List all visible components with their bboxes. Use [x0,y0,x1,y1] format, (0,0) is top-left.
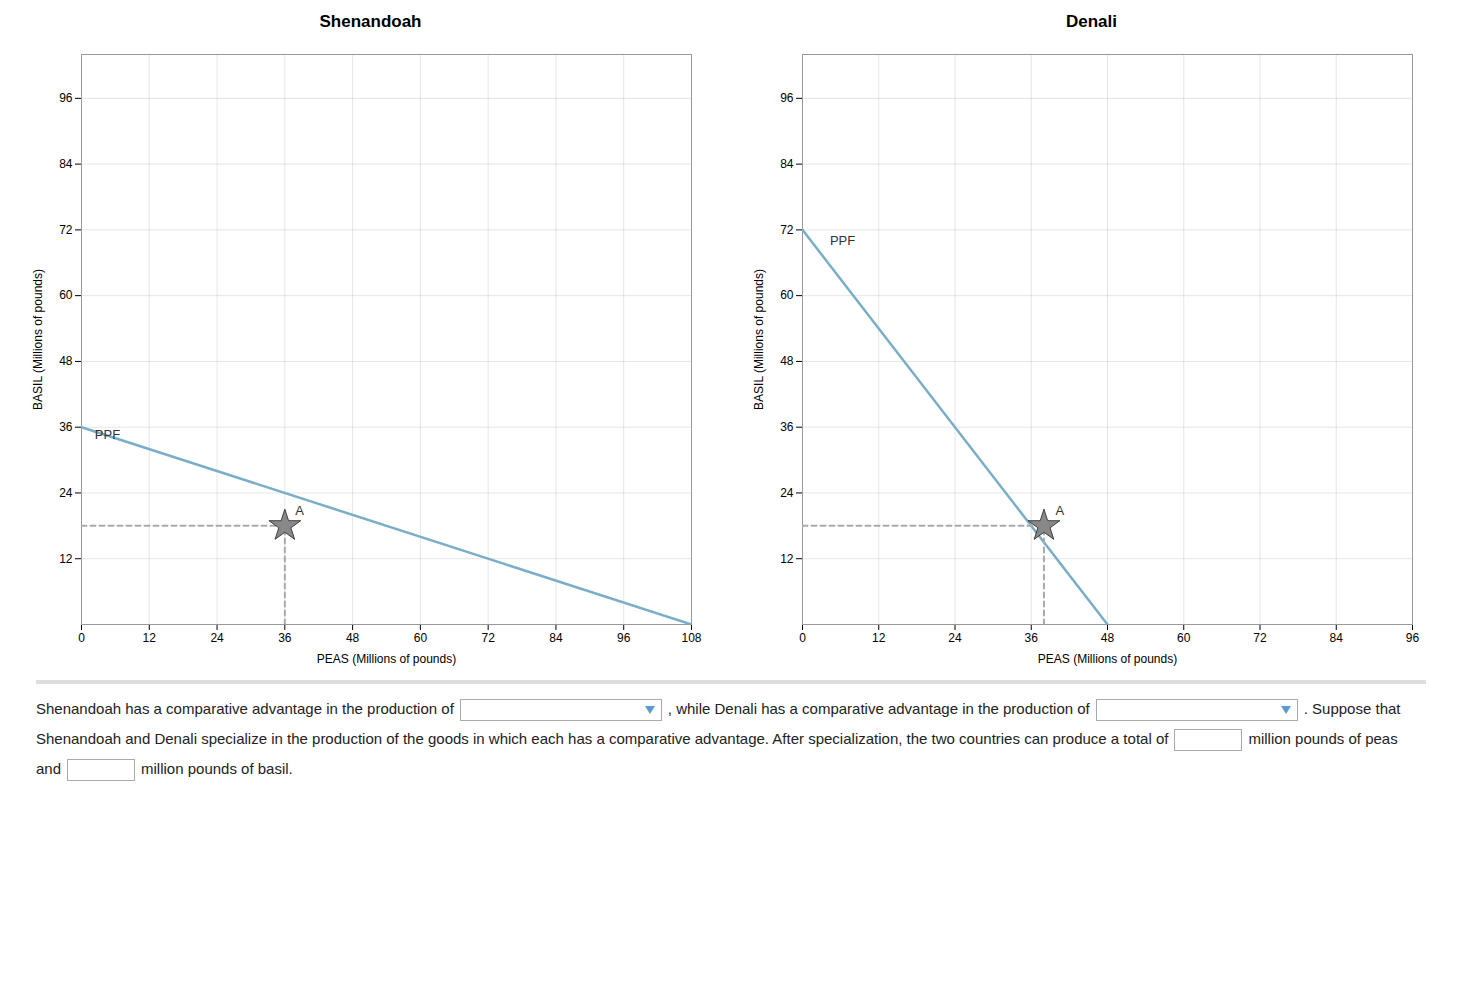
svg-text:60: 60 [1177,631,1191,645]
svg-text:72: 72 [481,631,495,645]
svg-text:24: 24 [210,631,224,645]
svg-text:12: 12 [142,631,156,645]
svg-text:0: 0 [799,631,806,645]
html-text:. Suppose that Shenandoah and: . Suppose that Shenandoah and Denali spe… [36,700,1401,747]
svg-text:A: A [295,503,304,518]
html-text:, while Denali has a comparati: , while Denali has a comparative advanta… [667,700,1090,717]
svg-text:60: 60 [413,631,427,645]
svg-text:48: 48 [780,354,794,368]
svg-text:60: 60 [59,288,73,302]
svg-text:60: 60 [780,288,794,302]
svg-text:48: 48 [1100,631,1114,645]
html-text:Denali: Denali [1066,12,1117,31]
svg-text:36: 36 [1024,631,1038,645]
svg-text:12: 12 [780,552,794,566]
svg-text:84: 84 [780,157,794,171]
svg-text:12: 12 [872,631,886,645]
svg-text:PEAS (Millions of pounds): PEAS (Millions of pounds) [1037,652,1176,666]
svg-text:48: 48 [59,354,73,368]
svg-text:24: 24 [780,486,794,500]
svg-text:84: 84 [59,157,73,171]
svg-text:PPF: PPF [829,233,854,248]
svg-text:108: 108 [681,631,701,645]
svg-text:12: 12 [59,552,73,566]
svg-text:PPF: PPF [94,427,119,442]
svg-text:96: 96 [617,631,631,645]
svg-text:36: 36 [780,420,794,434]
svg-text:36: 36 [59,420,73,434]
svg-text:96: 96 [780,91,794,105]
svg-text:48: 48 [345,631,359,645]
svg-text:84: 84 [549,631,563,645]
html-text:million pounds of peas and: million pounds of peas and [36,730,1398,777]
svg-text:84: 84 [1329,631,1343,645]
svg-text:BASIL (Millions of pounds): BASIL (Millions of pounds) [31,269,45,410]
svg-text:BASIL (Millions of pounds): BASIL (Millions of pounds) [752,269,766,410]
svg-text:72: 72 [59,223,73,237]
svg-text:72: 72 [1253,631,1267,645]
svg-text:A: A [1055,503,1064,518]
html-text:Shenandoah has a comparative a: Shenandoah has a comparative advantage i… [36,700,454,717]
svg-text:24: 24 [948,631,962,645]
html-text:million pounds of basil.: million pounds of basil. [141,760,293,777]
svg-text:72: 72 [780,223,794,237]
svg-text:96: 96 [59,91,73,105]
html-text:Shenandoah: Shenandoah [319,12,422,31]
svg-text:0: 0 [78,631,85,645]
svg-text:PEAS (Millions of pounds): PEAS (Millions of pounds) [316,652,455,666]
svg-text:36: 36 [278,631,292,645]
svg-text:96: 96 [1405,631,1419,645]
svg-text:24: 24 [59,486,73,500]
